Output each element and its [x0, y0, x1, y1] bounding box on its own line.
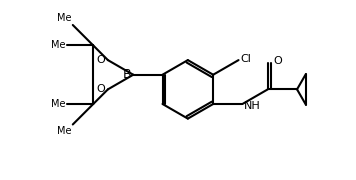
Text: Cl: Cl	[241, 54, 252, 64]
Text: O: O	[273, 56, 282, 66]
Text: Me: Me	[51, 99, 66, 109]
Text: NH: NH	[244, 101, 261, 111]
Text: Me: Me	[57, 14, 71, 23]
Text: Me: Me	[57, 126, 71, 136]
Text: B: B	[122, 68, 131, 81]
Text: O: O	[97, 84, 106, 94]
Text: Me: Me	[51, 40, 66, 50]
Text: O: O	[97, 55, 106, 65]
